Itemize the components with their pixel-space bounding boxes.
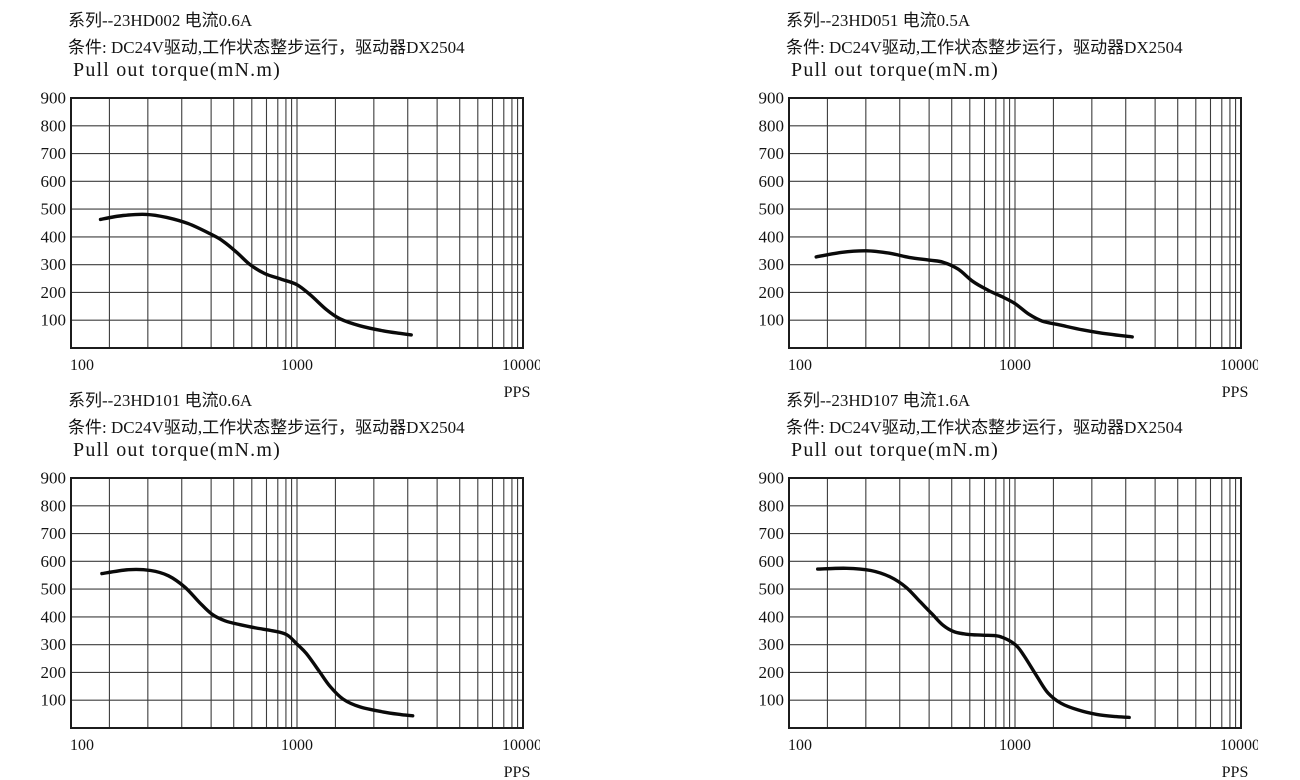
condition-label: 条件: DC24V驱动,工作状态整步运行，驱动器DX2504 (786, 418, 1183, 437)
y-tick-label: 200 (759, 663, 785, 682)
y-tick-label: 300 (41, 255, 67, 274)
x-tick-label: 10000 (502, 357, 540, 374)
y-tick-label: 400 (759, 607, 785, 626)
y-tick-label: 500 (41, 580, 67, 599)
y-tick-label: 300 (759, 255, 785, 274)
x-tick-label: 1000 (999, 737, 1031, 754)
y-tick-label: 200 (41, 283, 67, 302)
x-tick-label: 1000 (281, 737, 313, 754)
y-tick-label: 900 (41, 469, 67, 488)
torque-curve (816, 566, 1131, 720)
y-axis-title: Pull out torque(mN.m) (791, 59, 999, 81)
y-axis-title: Pull out torque(mN.m) (73, 59, 281, 81)
y-tick-label: 400 (759, 227, 785, 246)
y-tick-label: 100 (759, 311, 785, 330)
y-tick-label: 500 (759, 580, 785, 599)
x-tick-label: 100 (788, 737, 812, 754)
torque-curve (98, 212, 413, 337)
plot-border (70, 97, 524, 349)
torque-plot: 100 200 300 400 500 600 700 800 900 100 1000 10000 P… (41, 469, 541, 780)
y-tick-label: 500 (41, 200, 67, 219)
torque-plot: 100 200 300 400 500 600 700 800 900 100 1000 10000 P… (41, 89, 541, 401)
y-tick-label: 900 (759, 89, 785, 108)
y-tick-label: 700 (41, 524, 67, 543)
y-tick-label: 400 (41, 227, 67, 246)
y-tick-label: 700 (759, 144, 785, 163)
y-tick-label: 600 (759, 172, 785, 191)
series-label: 系列--23HD101 电流0.6A (68, 391, 253, 410)
y-tick-label: 800 (759, 496, 785, 515)
series-label: 系列--23HD107 电流1.6A (786, 391, 971, 410)
y-tick-label: 200 (41, 663, 67, 682)
y-tick-label: 400 (41, 607, 67, 626)
y-tick-label: 600 (759, 552, 785, 571)
y-tick-label: 600 (41, 172, 67, 191)
plot-border (788, 97, 1242, 349)
x-unit-label: PPS (504, 384, 531, 400)
y-axis-title: Pull out torque(mN.m) (73, 439, 281, 461)
y-tick-label: 100 (759, 691, 785, 710)
x-unit-label: PPS (1222, 384, 1249, 400)
y-tick-label: 700 (41, 144, 67, 163)
x-tick-label: 10000 (1220, 737, 1258, 754)
torque-chart-23HD101: 系列--23HD101 电流0.6A 条件: DC24V驱动,工作状态整步运行，… (30, 380, 541, 780)
x-tick-label: 10000 (1220, 357, 1258, 374)
y-tick-label: 900 (759, 469, 785, 488)
torque-chart-23HD002: 系列--23HD002 电流0.6A 条件: DC24V驱动,工作状态整步运行，… (30, 0, 541, 401)
torque-plot: 100 200 300 400 500 600 700 800 900 100 1000 10000 P… (759, 89, 1259, 401)
plot-border (788, 477, 1242, 729)
y-tick-label: 800 (41, 496, 67, 515)
x-tick-label: 100 (788, 357, 812, 374)
torque-chart-23HD051: 系列--23HD051 电流0.5A 条件: DC24V驱动,工作状态整步运行，… (748, 0, 1259, 401)
condition-label: 条件: DC24V驱动,工作状态整步运行，驱动器DX2504 (68, 38, 465, 57)
torque-curve (100, 567, 415, 718)
x-unit-label: PPS (1222, 764, 1249, 780)
y-tick-label: 700 (759, 524, 785, 543)
series-label: 系列--23HD051 电流0.5A (786, 11, 971, 30)
condition-label: 条件: DC24V驱动,工作状态整步运行，驱动器DX2504 (786, 38, 1183, 57)
y-tick-label: 100 (41, 691, 67, 710)
y-tick-label: 100 (41, 311, 67, 330)
y-tick-label: 600 (41, 552, 67, 571)
x-tick-label: 100 (70, 357, 94, 374)
torque-plot: 100 200 300 400 500 600 700 800 900 100 1000 10000 P… (759, 469, 1259, 780)
series-label: 系列--23HD002 电流0.6A (68, 11, 253, 30)
y-axis-title: Pull out torque(mN.m) (791, 439, 999, 461)
x-tick-label: 1000 (281, 357, 313, 374)
torque-curve (814, 249, 1134, 339)
condition-label: 条件: DC24V驱动,工作状态整步运行，驱动器DX2504 (68, 418, 465, 437)
y-tick-label: 800 (759, 116, 785, 135)
plot-border (70, 477, 524, 729)
torque-chart-23HD107: 系列--23HD107 电流1.6A 条件: DC24V驱动,工作状态整步运行，… (748, 380, 1259, 780)
x-tick-label: 100 (70, 737, 94, 754)
y-tick-label: 800 (41, 116, 67, 135)
x-unit-label: PPS (504, 764, 531, 780)
y-tick-label: 500 (759, 200, 785, 219)
x-tick-label: 10000 (502, 737, 540, 754)
y-tick-label: 300 (759, 635, 785, 654)
y-tick-label: 900 (41, 89, 67, 108)
y-tick-label: 200 (759, 283, 785, 302)
x-tick-label: 1000 (999, 357, 1031, 374)
y-tick-label: 300 (41, 635, 67, 654)
